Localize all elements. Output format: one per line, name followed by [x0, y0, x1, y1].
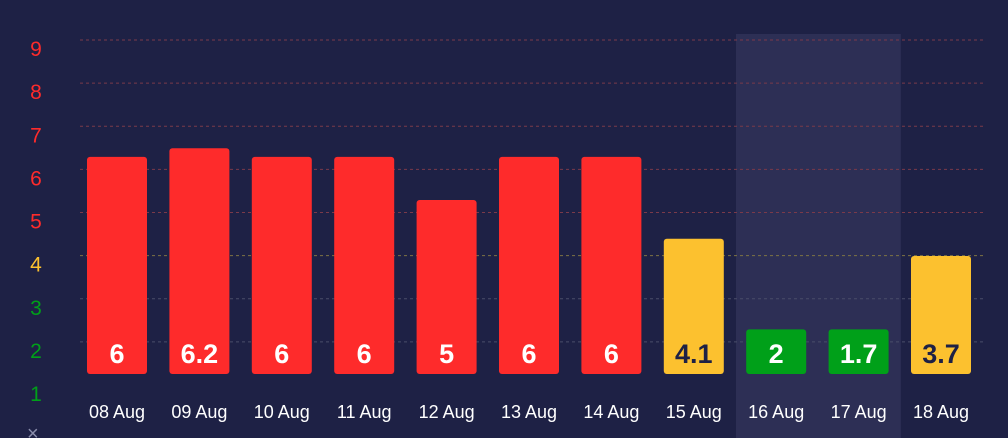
y-tick-label: 2: [30, 340, 42, 363]
bar-14-aug[interactable]: [581, 156, 642, 374]
bar-18-aug[interactable]: [911, 256, 971, 374]
x-tick-label: 12 Aug: [419, 402, 475, 422]
x-tick-label: 16 Aug: [748, 402, 804, 422]
x-tick-label: 08 Aug: [89, 402, 145, 422]
x-tick-label: 15 Aug: [666, 402, 722, 422]
x-tick-label: 18 Aug: [913, 402, 969, 422]
highlight-band: [736, 34, 901, 438]
y-tick-label: 8: [30, 81, 42, 104]
data-label: 1.7: [840, 339, 878, 369]
data-label: 2: [769, 339, 784, 369]
bar-10-aug[interactable]: [251, 156, 312, 374]
x-tick-label: 09 Aug: [171, 402, 227, 422]
bar-08-aug[interactable]: [87, 156, 147, 374]
y-tick-label: 7: [30, 124, 42, 147]
x-tick-label: 14 Aug: [583, 402, 639, 422]
y-tick-label: 4: [30, 254, 42, 277]
y-tick-label: 9: [30, 38, 42, 61]
data-label: 3.7: [922, 339, 960, 369]
value-labels: 6 6.2 6 6 5 6 6 4.1 2 1.7 3.7: [109, 339, 959, 369]
x-tick-label: 17 Aug: [831, 402, 887, 422]
data-label: 6.2: [181, 339, 219, 369]
bar-15-aug[interactable]: [663, 238, 724, 374]
axis-corner-icon: ×: [27, 423, 39, 438]
data-label: 4.1: [675, 339, 713, 369]
y-tick-label: 3: [30, 297, 42, 320]
x-tick-label: 11 Aug: [337, 402, 392, 422]
selection-highlight: [736, 34, 901, 438]
bar-13-aug[interactable]: [499, 156, 559, 374]
x-tick-label: 13 Aug: [501, 402, 557, 422]
data-label: 6: [604, 339, 619, 369]
bar-17-aug[interactable]: [828, 329, 889, 374]
bar-11-aug[interactable]: [334, 156, 395, 374]
data-label: 6: [109, 339, 124, 369]
bar-16-aug[interactable]: [746, 329, 807, 374]
y-tick-label: 5: [30, 211, 42, 234]
y-tick-label: 6: [30, 167, 42, 190]
bars: [87, 148, 971, 374]
x-tick-label: 10 Aug: [254, 402, 310, 422]
y-tick-label: 1: [30, 383, 42, 406]
bar-09-aug[interactable]: [169, 148, 230, 374]
data-label: 5: [439, 339, 454, 369]
data-label: 6: [357, 339, 372, 369]
y-axis-ticks: 1 2 3 4 5 6 7 8 9: [30, 38, 42, 406]
bar-12-aug[interactable]: [416, 199, 477, 374]
data-label: 6: [274, 339, 289, 369]
data-label: 6: [521, 339, 536, 369]
x-axis-ticks: 08 Aug 09 Aug 10 Aug 11 Aug 12 Aug 13 Aug 14 A…: [89, 402, 969, 422]
